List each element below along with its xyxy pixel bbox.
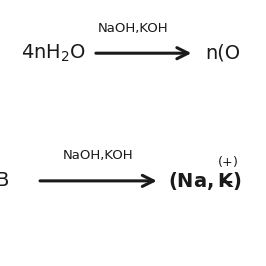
Text: $\mathregular{4nH_2O}$: $\mathregular{4nH_2O}$ (21, 43, 86, 64)
Text: NaOH,KOH: NaOH,KOH (63, 149, 134, 162)
Text: $\mathbf{-}$: $\mathbf{-}$ (217, 171, 233, 190)
Text: $(+)$: $(+)$ (217, 154, 238, 169)
Text: B: B (0, 171, 8, 190)
Text: NaOH,KOH: NaOH,KOH (98, 22, 168, 35)
Text: $\mathbf{(Na,K)}$: $\mathbf{(Na,K)}$ (168, 170, 242, 192)
Text: n(O: n(O (205, 44, 240, 63)
